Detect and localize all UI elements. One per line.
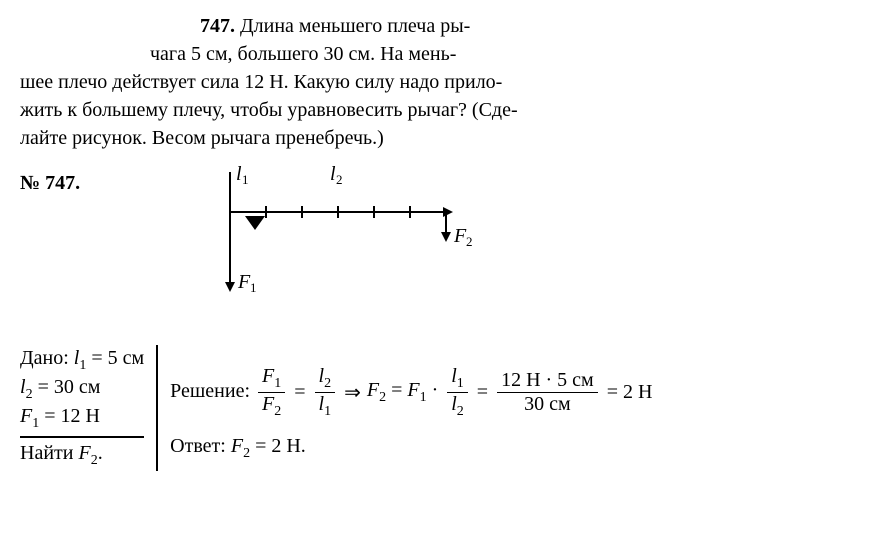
- calc-num: 12 Н · 5 см: [497, 369, 598, 393]
- svg-text:F: F: [237, 271, 251, 293]
- calc-den: 30 см: [520, 393, 575, 416]
- answer-label: Ответ:: [170, 435, 226, 457]
- formula: F1 F2 = l2 l1 ⇒ F2 = F1 · l1 l2 = 12 Н ·…: [255, 365, 652, 420]
- lever-diagram: l 1 l 2 F 2 F 1: [190, 162, 490, 308]
- problem-line5: лайте рисунок. Весом рычага пренебречь.): [20, 124, 868, 152]
- given-box: Дано: l1 = 5 см l2 = 30 см F1 = 12 Н Най…: [20, 345, 158, 471]
- solution-label: Решение:: [170, 380, 250, 402]
- svg-text:1: 1: [250, 280, 257, 295]
- problem-line1: Длина меньшего плеча ры-: [240, 15, 470, 37]
- problem-text: 747. Длина меньшего плеча ры- чага 5 см,…: [20, 12, 868, 152]
- given-section: Дано: l1 = 5 см l2 = 30 см F1 = 12 Н Най…: [20, 345, 868, 471]
- svg-text:2: 2: [336, 172, 343, 187]
- problem-number: 747.: [200, 15, 235, 37]
- problem-line2: чага 5 см, большего 30 см. На мень-: [20, 40, 868, 68]
- given-label: Дано:: [20, 347, 69, 369]
- solution-text: Решение: F1 F2 = l2 l1 ⇒ F2 = F1 · l1 l2…: [170, 345, 652, 462]
- svg-text:2: 2: [466, 234, 473, 249]
- problem-line3: шее плечо действует сила 12 Н. Какую сил…: [20, 68, 868, 96]
- svg-text:F: F: [453, 225, 467, 247]
- find-label: Найти: [20, 442, 73, 464]
- solution-number: № 747.: [20, 172, 80, 195]
- diagram-svg: l 1 l 2 F 2 F 1: [190, 162, 490, 302]
- svg-text:1: 1: [242, 172, 249, 187]
- problem-line4: жить к большему плечу, чтобы уравновесит…: [20, 96, 868, 124]
- answer: Ответ: F2 = 2 Н.: [170, 435, 652, 462]
- result: = 2 Н: [607, 381, 653, 404]
- solution-area: № 747. l 1 l 2 F 2 F: [20, 172, 868, 471]
- arrow: ⇒: [344, 380, 361, 405]
